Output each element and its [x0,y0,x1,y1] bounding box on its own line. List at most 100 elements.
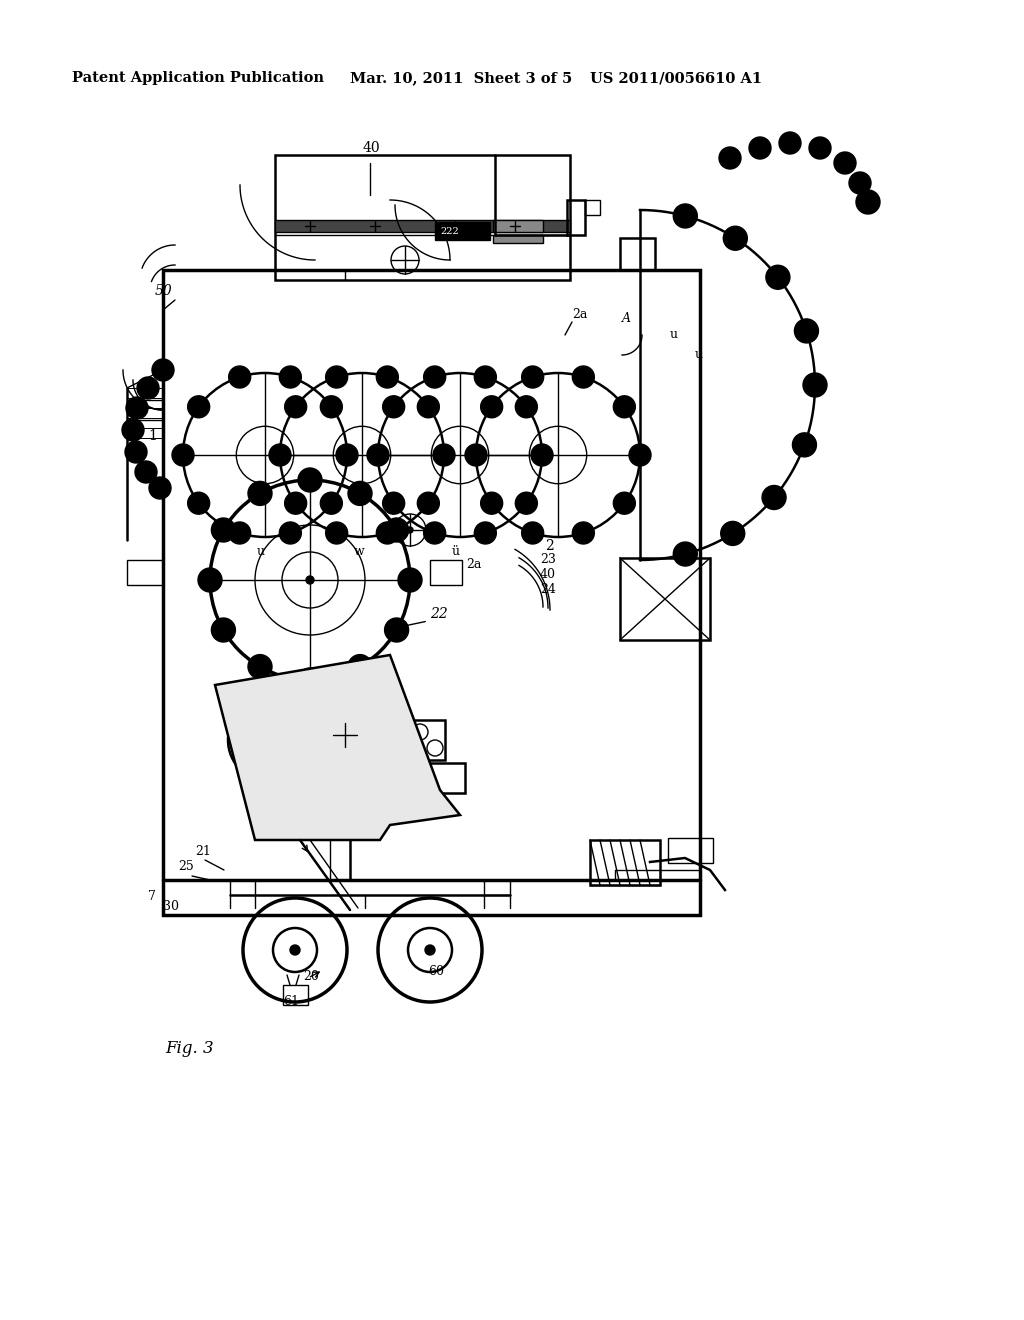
Circle shape [572,521,594,544]
Circle shape [674,543,697,566]
Circle shape [298,668,322,692]
Text: 50: 50 [155,284,173,298]
Circle shape [306,576,314,583]
Circle shape [353,711,361,719]
Circle shape [849,172,871,194]
Bar [567,201,585,235]
Circle shape [531,444,553,466]
Text: 40: 40 [362,141,381,154]
Circle shape [348,655,372,678]
Circle shape [424,366,445,388]
Circle shape [418,492,439,515]
Bar [620,238,655,271]
Circle shape [125,441,147,463]
Circle shape [377,521,398,544]
Text: 2a: 2a [466,558,481,572]
Circle shape [721,521,744,545]
Bar [163,271,700,915]
Text: 24: 24 [540,583,556,597]
Bar [430,560,462,585]
Circle shape [326,521,348,544]
Circle shape [793,433,816,457]
Circle shape [385,618,409,642]
Text: 20: 20 [303,970,318,983]
Text: 2a: 2a [572,308,588,321]
Circle shape [629,444,651,466]
Text: u: u [670,327,678,341]
Text: 222: 222 [440,227,459,235]
Bar [430,763,465,793]
Bar [275,220,570,232]
Bar [275,154,570,280]
Text: 30: 30 [163,900,179,913]
Circle shape [228,521,251,544]
Text: US 2011/0056610 A1: US 2011/0056610 A1 [590,71,762,84]
Text: 22: 22 [430,607,447,620]
Circle shape [366,706,374,714]
Circle shape [321,492,342,515]
Circle shape [384,723,392,733]
Circle shape [762,486,786,510]
Circle shape [172,444,194,466]
Circle shape [285,492,306,515]
Circle shape [248,482,272,506]
Circle shape [152,359,174,381]
Circle shape [150,477,171,499]
Text: A: A [622,312,631,325]
Circle shape [211,517,236,543]
Circle shape [779,132,801,154]
Bar [590,840,660,884]
Text: 61: 61 [283,995,299,1008]
Circle shape [326,366,348,388]
Circle shape [398,568,422,591]
Circle shape [515,492,538,515]
Circle shape [480,492,503,515]
Text: u: u [257,545,265,558]
Circle shape [385,517,409,543]
Circle shape [367,444,389,466]
Circle shape [228,366,251,388]
Text: 40: 40 [540,568,556,581]
Circle shape [834,152,856,174]
Text: ü: ü [452,545,460,558]
Circle shape [674,205,697,228]
Circle shape [248,655,272,678]
Bar [585,201,600,215]
Circle shape [383,492,404,515]
Circle shape [348,482,372,506]
Circle shape [122,418,144,441]
Bar [283,985,308,1005]
Bar [493,220,543,232]
Text: 2: 2 [545,539,554,553]
Circle shape [211,618,236,642]
Circle shape [379,711,387,719]
Text: 1: 1 [148,429,157,444]
Circle shape [521,521,544,544]
Circle shape [135,461,157,483]
Circle shape [613,492,635,515]
Circle shape [280,521,301,544]
Bar [127,560,163,585]
Circle shape [809,137,831,158]
Circle shape [723,226,748,251]
Circle shape [336,444,358,466]
Text: u: u [695,348,703,360]
Circle shape [198,568,222,591]
Circle shape [187,492,210,515]
Bar [620,558,710,640]
Circle shape [856,190,880,214]
Polygon shape [215,655,460,840]
Circle shape [521,366,544,388]
Circle shape [269,444,291,466]
Circle shape [348,723,356,733]
Text: Fig. 3: Fig. 3 [165,1040,214,1057]
Circle shape [137,378,159,399]
Circle shape [321,396,342,418]
Bar [493,235,543,243]
Circle shape [572,366,594,388]
Bar [390,719,445,760]
Circle shape [749,137,771,158]
Circle shape [474,366,497,388]
Text: 60: 60 [428,965,444,978]
Text: w: w [354,545,365,558]
